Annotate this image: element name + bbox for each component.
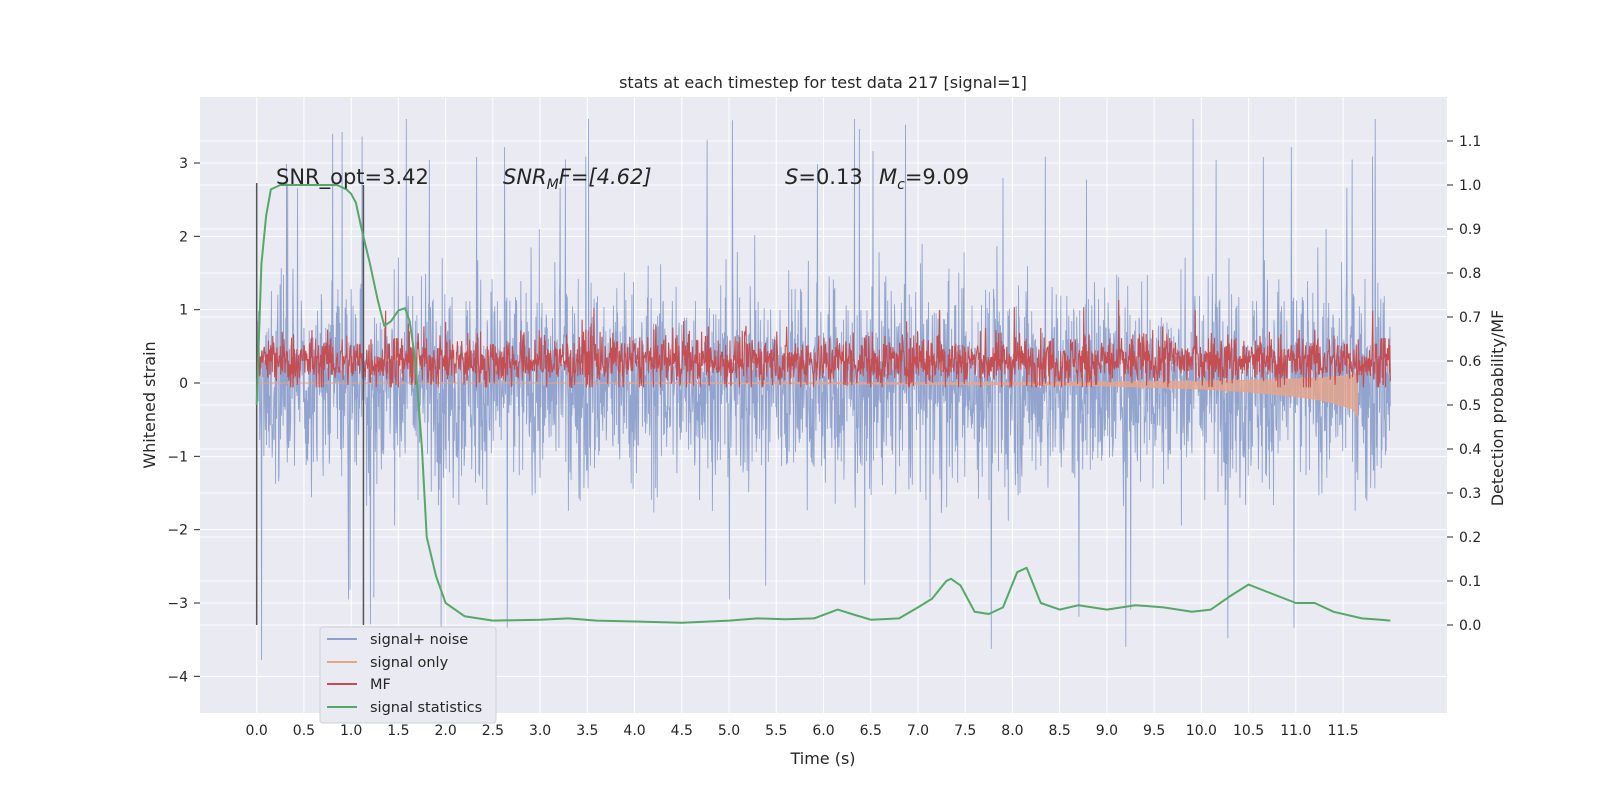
x-tick-label: 0.0 xyxy=(246,723,268,739)
x-tick-label: 10.0 xyxy=(1186,723,1217,739)
annotation-s-symbol: S xyxy=(785,165,798,189)
y2-tick-label: 0.1 xyxy=(1459,574,1481,590)
y2-tick-label: 0.9 xyxy=(1459,222,1481,238)
annotation-s: S=0.13 xyxy=(785,165,863,189)
y-axis-title: Whitened strain xyxy=(140,341,159,468)
series-mf xyxy=(256,299,1391,388)
series-signal-statistics xyxy=(255,184,1391,624)
y-tick-label: −3 xyxy=(167,596,188,612)
annotation-s-value: =0.13 xyxy=(798,165,862,189)
legend-label-signal-only: signal only xyxy=(370,655,449,671)
y2-tick-label: 0.3 xyxy=(1459,486,1481,502)
annotation-snr-mf-subscript: M xyxy=(547,177,559,193)
legend-box xyxy=(319,626,497,724)
y2-tick-label: 0.0 xyxy=(1459,618,1481,634)
x-tick-label: 11.5 xyxy=(1327,723,1358,739)
y-tick-label: −4 xyxy=(167,669,188,685)
y2-tick-label: 1.1 xyxy=(1459,134,1481,150)
annotation-snr-mf-symbol: SNR xyxy=(503,165,547,189)
legend-label-signal-statistics: signal statistics xyxy=(370,700,482,716)
x-axis-title: Time (s) xyxy=(789,749,855,768)
x-tick-label: 10.5 xyxy=(1233,723,1264,739)
annotation-snr-opt: SNR_opt=3.42 xyxy=(276,165,429,190)
y-tick-label: 3 xyxy=(179,156,188,172)
x-tick-label: 6.5 xyxy=(860,723,882,739)
signal-statistics-line xyxy=(255,184,1391,624)
x-tick-label: 7.0 xyxy=(907,723,929,739)
x-tick-label: 8.0 xyxy=(1001,723,1023,739)
x-tick-label: 9.0 xyxy=(1096,723,1118,739)
x-tick-label: 1.5 xyxy=(387,723,409,739)
mf-line xyxy=(256,299,1391,388)
y-tick-label: 2 xyxy=(179,229,188,245)
x-tick-label: 2.0 xyxy=(434,723,456,739)
x-tick-label: 6.0 xyxy=(812,723,834,739)
x-tick-label: 5.5 xyxy=(765,723,787,739)
annotation-mc: Mc=9.09 xyxy=(879,165,969,193)
chart-title: stats at each timestep for test data 217… xyxy=(619,73,1027,92)
y-tick-label: −2 xyxy=(167,523,188,539)
annotation-mc-symbol: M xyxy=(879,165,897,189)
annotation-mc-subscript: c xyxy=(897,177,905,193)
y2-tick-label: 0.8 xyxy=(1459,266,1481,282)
legend-label-mf: MF xyxy=(370,677,391,693)
legend: signal+ noise signal only MF signal stat… xyxy=(319,626,497,724)
x-tick-label: 8.5 xyxy=(1049,723,1071,739)
x-tick-label: 3.5 xyxy=(576,723,598,739)
y2-axis-title: Detection probability/MF xyxy=(1488,310,1507,507)
x-tick-labels: 0.0 0.5 1.0 1.5 2.0 2.5 3.0 3.5 4.0 4.5 5.0 5.5 6.0 6… xyxy=(246,723,1359,739)
annotation-mc-value: =9.09 xyxy=(905,165,969,189)
y2-tick-label: 0.5 xyxy=(1459,398,1481,414)
y2-tick-label: 0.7 xyxy=(1459,310,1481,326)
x-tick-label: 5.0 xyxy=(718,723,740,739)
y-tick-label: 1 xyxy=(179,303,188,319)
y2-tick-label: 0.6 xyxy=(1459,354,1481,370)
x-tick-label: 11.0 xyxy=(1280,723,1311,739)
x-tick-label: 4.0 xyxy=(623,723,645,739)
legend-label-signal-noise: signal+ noise xyxy=(370,632,468,648)
x-tick-label: 0.5 xyxy=(293,723,315,739)
y2-tick-label: 0.4 xyxy=(1459,442,1481,458)
x-tick-label: 4.5 xyxy=(671,723,693,739)
x-tick-label: 9.5 xyxy=(1143,723,1165,739)
x-tick-label: 2.5 xyxy=(482,723,504,739)
y2-tick-labels: 0.0 0.1 0.2 0.3 0.4 0.5 0.6 0.7 0.8 0.9 1.0 1.1 xyxy=(1447,134,1481,634)
y-tick-label: −1 xyxy=(167,449,188,465)
annotation-snr-mf: SNRMF=[4.62] xyxy=(503,165,652,193)
y2-tick-label: 0.2 xyxy=(1459,530,1481,546)
y2-tick-label: 1.0 xyxy=(1459,178,1481,194)
x-tick-label: 7.5 xyxy=(954,723,976,739)
x-tick-label: 3.0 xyxy=(529,723,551,739)
y-tick-labels: −4 −3 −2 −1 0 1 2 3 xyxy=(167,156,200,685)
y-tick-label: 0 xyxy=(179,376,188,392)
annotation-snr-mf-value: F=[4.62] xyxy=(559,165,652,189)
x-tick-label: 1.0 xyxy=(340,723,362,739)
